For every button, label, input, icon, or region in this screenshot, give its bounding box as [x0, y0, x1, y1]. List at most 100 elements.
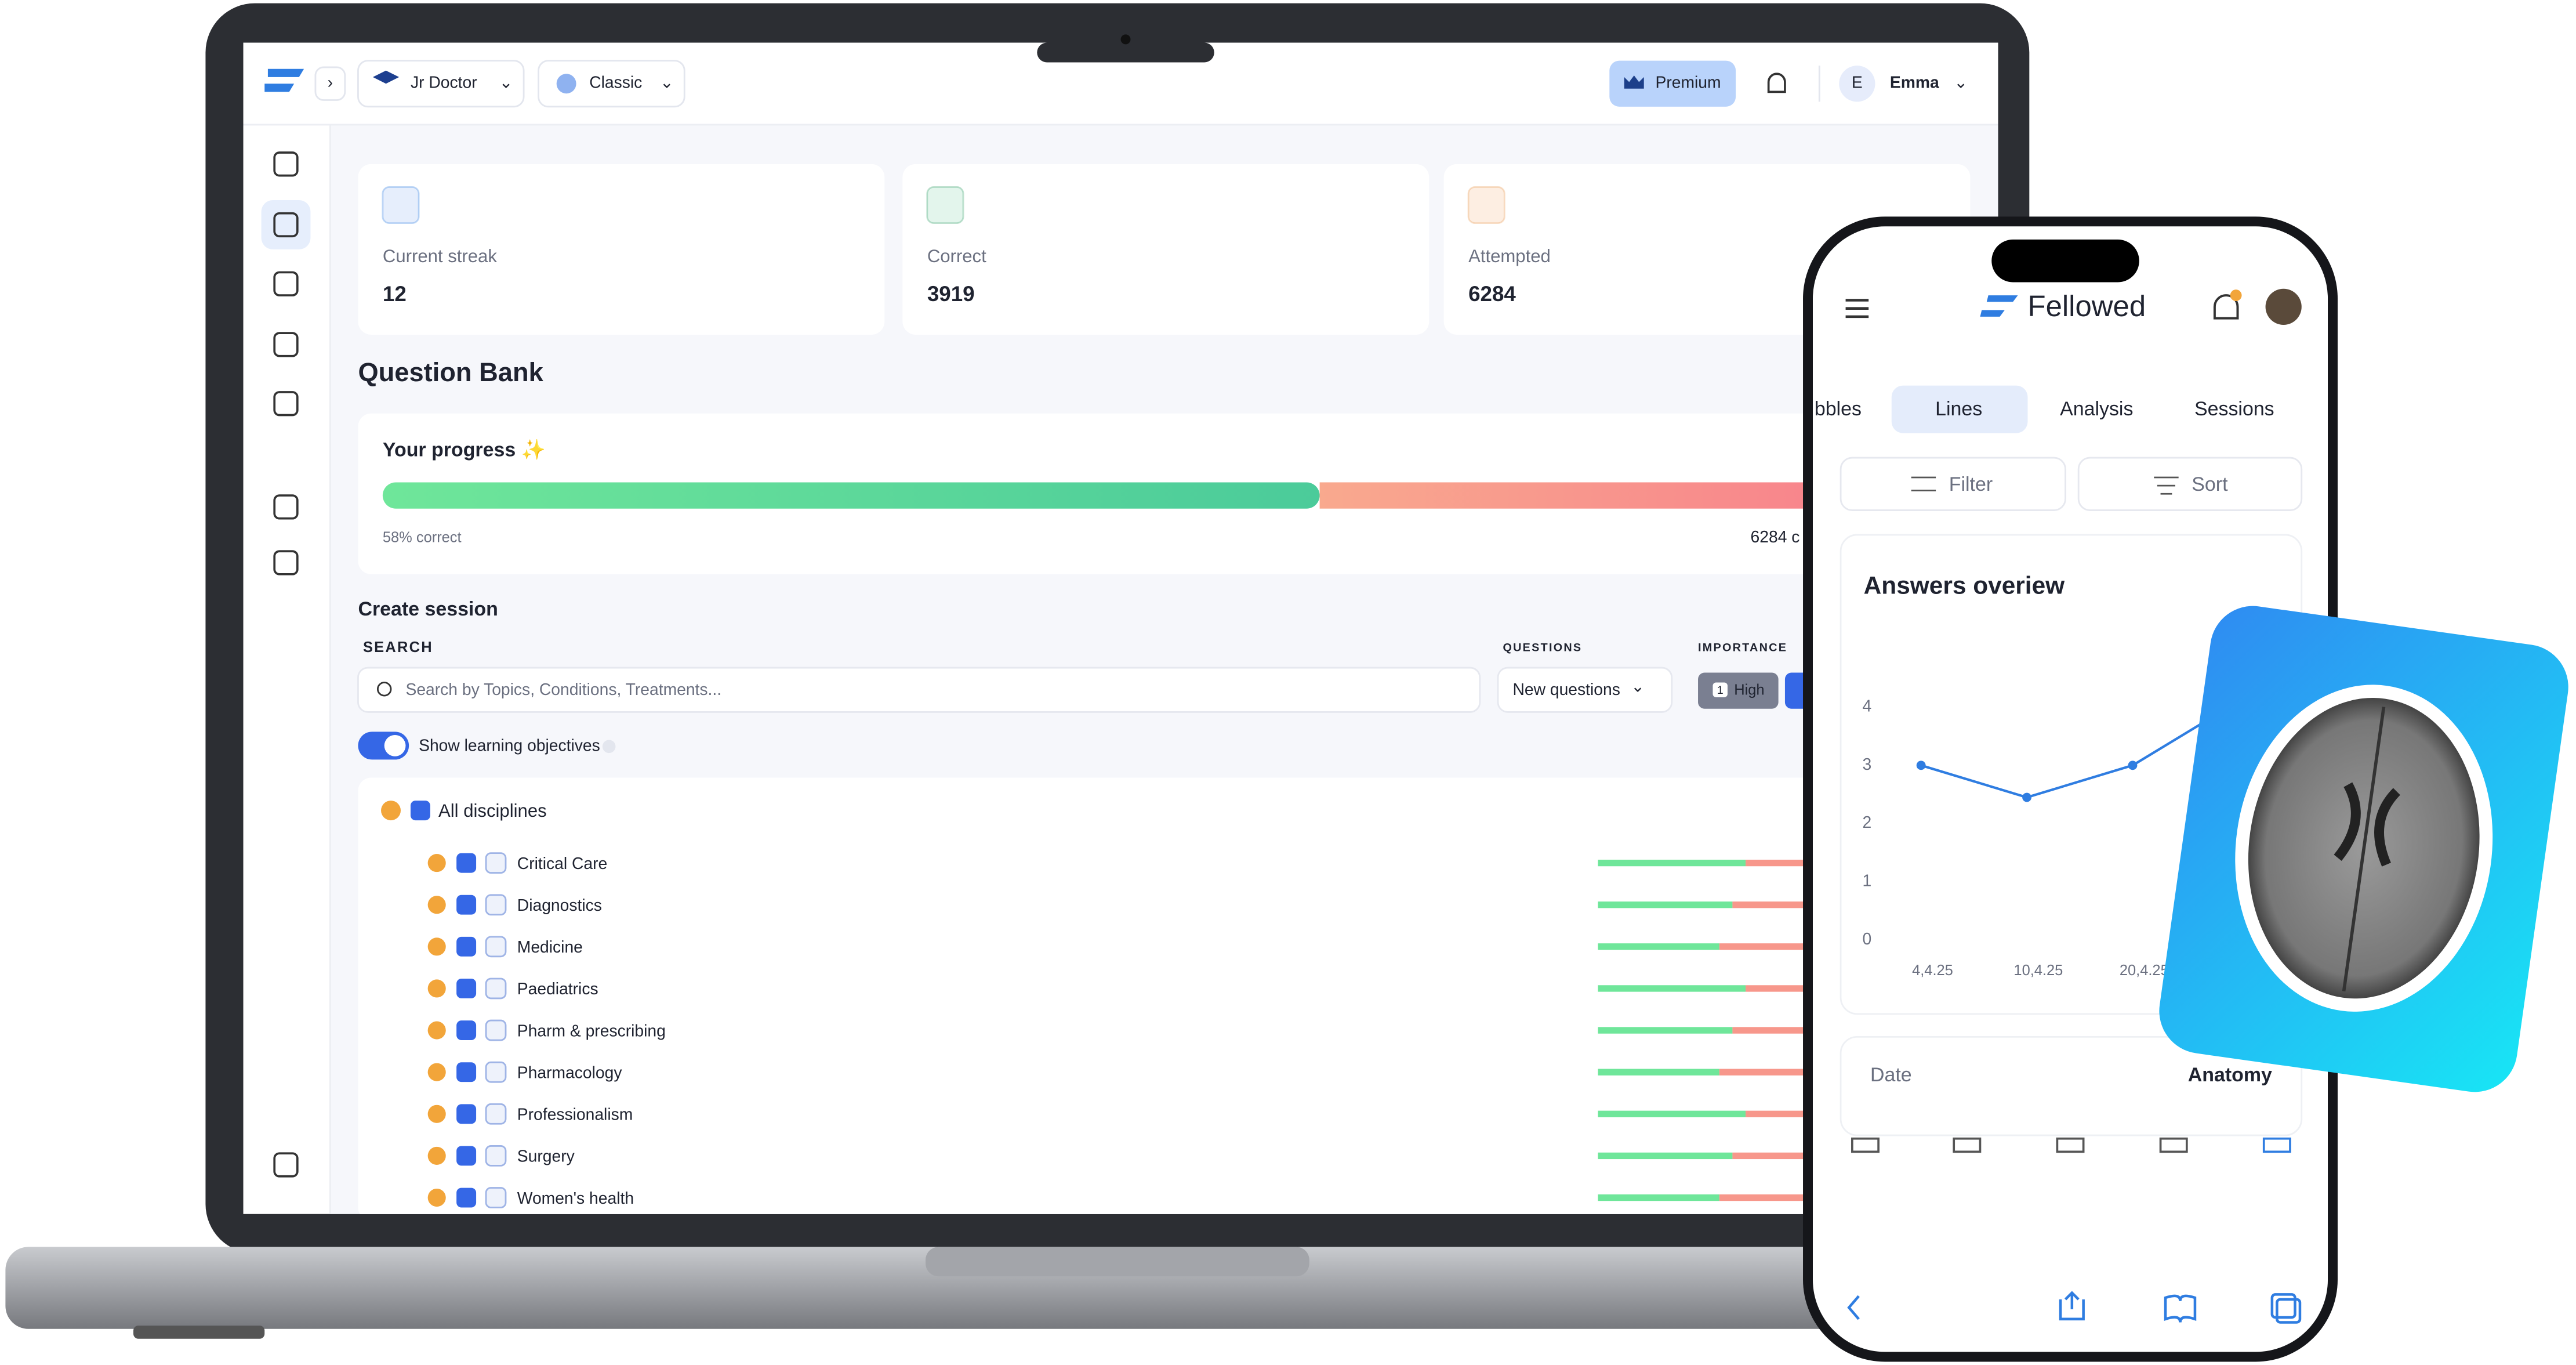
sidebar-icon[interactable]	[273, 1152, 299, 1178]
sidebar-icon[interactable]	[273, 271, 299, 296]
point	[1916, 761, 1926, 770]
discipline-name: Professionalism	[517, 1105, 633, 1124]
importance-icon: 1	[1717, 684, 1724, 697]
expand-button[interactable]	[314, 66, 346, 101]
section-title: Question Bank	[358, 357, 543, 387]
chevron: ⌄	[499, 73, 513, 92]
stat-value: 3919	[927, 282, 975, 306]
level-text: Jr Doctor	[411, 73, 477, 92]
phone-avatar[interactable]	[2265, 288, 2302, 325]
discipline-name: Surgery	[517, 1147, 575, 1165]
expand-dot[interactable]	[381, 801, 401, 821]
discipline-bar-red	[1732, 901, 1844, 908]
nav-icon	[2159, 1137, 2188, 1153]
sidebar-icon[interactable]	[273, 550, 299, 575]
questions-label: QUESTIONS	[1503, 641, 1582, 654]
expand-dot[interactable]	[427, 1063, 446, 1081]
toggle-knob	[384, 735, 406, 756]
filter-text: Filter	[1949, 473, 1993, 495]
mode-icon	[556, 74, 576, 94]
bell-icon[interactable]	[1767, 73, 1786, 93]
expand-dot[interactable]	[427, 1188, 446, 1207]
laptop-foot	[133, 1326, 265, 1339]
premium-button[interactable]	[1609, 60, 1736, 107]
checkbox[interactable]	[456, 853, 477, 873]
discipline-bar-green	[1598, 943, 1719, 950]
checkbox[interactable]	[410, 801, 430, 821]
expand-dot[interactable]	[427, 937, 446, 956]
book-icon	[485, 977, 507, 1000]
checkbox[interactable]	[456, 1020, 477, 1041]
discipline-bar-red	[1746, 985, 1844, 992]
expand-dot[interactable]	[427, 1146, 446, 1165]
filter-button[interactable]	[1840, 457, 2066, 511]
bookmark-icon[interactable]	[2164, 1294, 2197, 1323]
expand-dot[interactable]	[427, 1105, 446, 1123]
crown-icon	[1624, 75, 1644, 89]
stat-label: Current streak	[383, 246, 497, 266]
checkbox[interactable]	[456, 1062, 477, 1082]
checkbox[interactable]	[456, 1187, 477, 1208]
checkbox[interactable]	[456, 978, 477, 998]
search-icon	[376, 682, 392, 697]
sidebar-icons	[273, 151, 299, 1178]
expand-dot[interactable]	[427, 979, 446, 998]
browser-toolbar	[1847, 1291, 2302, 1324]
discipline-name: Women's health	[517, 1189, 634, 1207]
chart-title: Answers overiew	[1864, 572, 2065, 599]
share-icon[interactable]	[2059, 1291, 2085, 1321]
tabs: bbles Lines Analysis Sessions	[1815, 398, 2274, 420]
phone-bell[interactable]	[2213, 294, 2239, 320]
discipline-bar-green	[1598, 985, 1746, 992]
sidebar-icon[interactable]	[273, 151, 299, 177]
back-icon[interactable]	[1847, 1295, 1860, 1320]
tab[interactable]: bbles	[1815, 398, 1862, 420]
discipline-name: Pharm & prescribing	[517, 1021, 666, 1040]
checkbox[interactable]	[456, 1146, 477, 1166]
stat-icon	[926, 186, 964, 225]
expand-dot[interactable]	[427, 896, 446, 914]
level-select[interactable]	[357, 60, 525, 108]
sidebar-icon[interactable]	[273, 212, 299, 238]
importance-value: High	[1734, 682, 1764, 698]
phone-logo	[1980, 295, 2018, 317]
premium-text: Premium	[1656, 73, 1721, 92]
discipline-bar-red	[1746, 859, 1844, 867]
y-tick-label: 0	[1862, 929, 1871, 948]
camera-notch	[1037, 42, 1214, 63]
mode-select[interactable]	[538, 60, 685, 108]
questions-select[interactable]	[1497, 667, 1673, 713]
mode-text: Classic	[589, 73, 642, 92]
avatar[interactable]	[1839, 66, 1875, 102]
tabs-icon	[2270, 1293, 2296, 1319]
importance-label: IMPORTANCE	[1698, 641, 1787, 654]
line-chart: 0 1 2 3 4 4,4.25 10,4.25 20,4.25	[1862, 696, 2239, 979]
all-disciplines: All disciplines	[438, 801, 547, 821]
checkbox[interactable]	[456, 1104, 477, 1124]
menu-icon[interactable]	[1845, 299, 1869, 318]
sidebar-icon[interactable]	[273, 494, 299, 520]
nav-icon	[1851, 1137, 1880, 1153]
expand-dot[interactable]	[427, 1021, 446, 1040]
tabs-icon[interactable]	[2276, 1298, 2302, 1324]
discipline-bar-green	[1598, 1152, 1733, 1160]
expand-dot[interactable]	[427, 854, 446, 872]
checkbox[interactable]	[456, 936, 477, 957]
tab[interactable]: Sessions	[2194, 398, 2274, 420]
laptop-notch	[925, 1247, 1309, 1277]
search-input[interactable]	[357, 667, 1481, 713]
browser-area	[1813, 1156, 2328, 1272]
nav-icon	[1953, 1137, 1982, 1153]
nav-icon	[2262, 1137, 2291, 1153]
book-icon	[485, 1103, 507, 1125]
sort-button[interactable]	[2077, 457, 2303, 511]
laptop: › Jr Doctor ⌄ Classic ⌄ Premium E Emma ⌄…	[5, 3, 2030, 1339]
tab[interactable]: Analysis	[2060, 398, 2133, 420]
tab[interactable]: Lines	[1935, 398, 1982, 420]
checkbox[interactable]	[456, 895, 477, 915]
stat-label: Correct	[927, 246, 986, 266]
importance-chip[interactable]	[1698, 672, 1779, 709]
discipline-name: Critical Care	[517, 854, 608, 872]
sidebar-icon[interactable]	[273, 332, 299, 357]
sidebar-icon[interactable]	[273, 391, 299, 417]
